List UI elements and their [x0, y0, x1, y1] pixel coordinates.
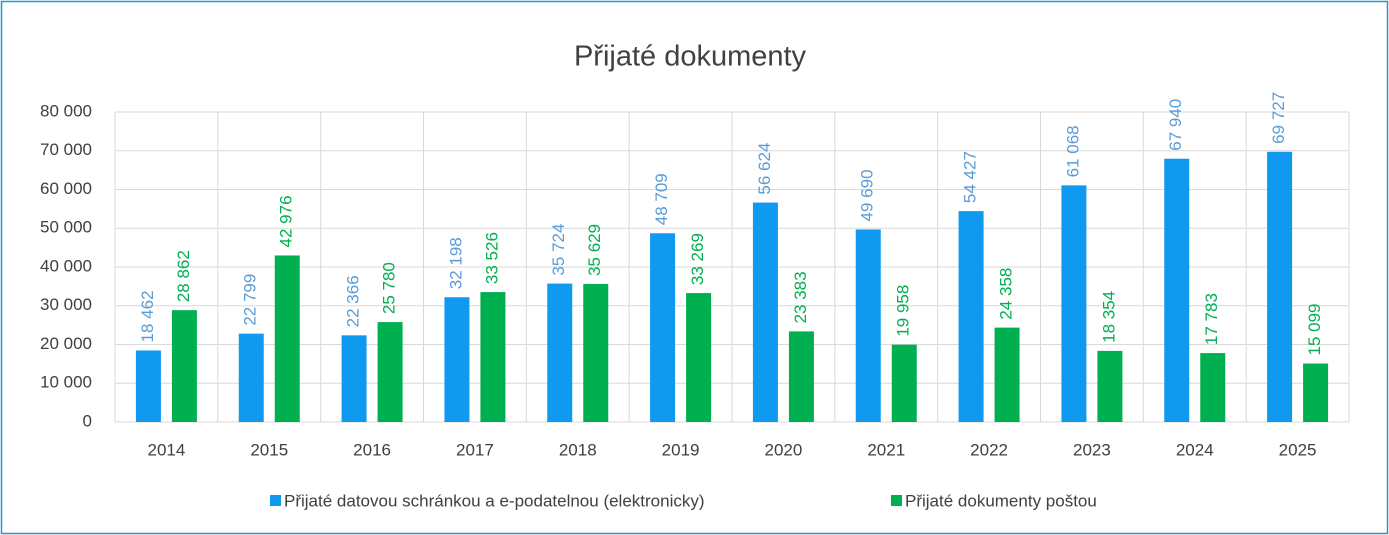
- bar: [1267, 151, 1293, 423]
- x-tick-label: 2014: [148, 440, 186, 459]
- value-label: 35 629: [585, 224, 604, 276]
- x-tick-label: 2021: [867, 440, 905, 459]
- legend-label: Přijaté dokumenty poštou: [905, 491, 1097, 510]
- value-label: 69 727: [1269, 92, 1288, 144]
- value-label: 19 958: [894, 285, 913, 337]
- value-label: 23 383: [791, 271, 810, 323]
- x-tick-label: 2024: [1176, 440, 1214, 459]
- bar: [171, 310, 197, 422]
- bar: [135, 350, 161, 422]
- x-tick-label: 2025: [1279, 440, 1317, 459]
- value-label: 28 862: [174, 250, 193, 302]
- legend-label: Přijaté datovou schránkou a e-podatelnou…: [284, 491, 705, 510]
- y-tick-label: 60 000: [40, 179, 92, 198]
- value-label: 56 624: [755, 143, 774, 195]
- bar: [752, 202, 778, 422]
- bar: [855, 229, 881, 422]
- y-tick-label: 10 000: [40, 373, 92, 392]
- value-label: 25 780: [380, 262, 399, 314]
- y-tick-label: 30 000: [40, 295, 92, 314]
- x-tick-label: 2020: [765, 440, 803, 459]
- bar: [1200, 353, 1226, 422]
- value-label: 48 709: [652, 173, 671, 225]
- value-label: 42 976: [277, 195, 296, 247]
- bar: [547, 283, 573, 422]
- value-label: 24 358: [997, 268, 1016, 320]
- legend-swatch: [891, 495, 902, 506]
- bar: [341, 335, 367, 422]
- bar: [480, 292, 506, 422]
- y-tick-label: 20 000: [40, 334, 92, 353]
- bar: [583, 283, 609, 422]
- value-label: 33 269: [688, 233, 707, 285]
- bar: [238, 333, 264, 422]
- value-label: 49 690: [858, 169, 877, 221]
- bar: [377, 322, 403, 422]
- x-tick-label: 2019: [662, 440, 700, 459]
- bar: [274, 255, 300, 422]
- value-label: 22 799: [241, 274, 260, 326]
- bar: [891, 344, 917, 422]
- value-label: 17 783: [1202, 293, 1221, 345]
- x-tick-label: 2015: [250, 440, 288, 459]
- y-tick-label: 70 000: [40, 140, 92, 159]
- bar: [686, 293, 712, 422]
- value-label: 15 099: [1305, 303, 1324, 355]
- bar: [444, 297, 470, 422]
- y-tick-label: 40 000: [40, 256, 92, 275]
- x-tick-label: 2023: [1073, 440, 1111, 459]
- bar: [788, 331, 814, 422]
- value-label: 61 068: [1063, 125, 1082, 177]
- bar: [1061, 185, 1087, 422]
- value-label: 18 462: [138, 290, 157, 342]
- y-tick-label: 0: [83, 411, 92, 430]
- bar: [1303, 363, 1329, 422]
- bar: [1097, 350, 1123, 422]
- value-label: 18 354: [1099, 291, 1118, 343]
- chart-title: Přijaté dokumenty: [574, 41, 807, 73]
- x-tick-label: 2016: [353, 440, 391, 459]
- bar: [650, 233, 676, 422]
- value-label: 35 724: [549, 224, 568, 276]
- value-label: 67 940: [1166, 99, 1185, 151]
- y-tick-label: 80 000: [40, 101, 92, 120]
- value-label: 32 198: [446, 237, 465, 289]
- x-tick-label: 2022: [970, 440, 1008, 459]
- value-label: 22 366: [344, 275, 363, 327]
- bar: [1164, 158, 1190, 423]
- x-tick-label: 2018: [559, 440, 597, 459]
- bar: [994, 327, 1020, 422]
- y-tick-label: 50 000: [40, 218, 92, 237]
- legend-swatch: [270, 495, 281, 506]
- x-tick-label: 2017: [456, 440, 494, 459]
- value-label: 54 427: [961, 151, 980, 203]
- value-label: 33 526: [482, 232, 501, 284]
- bar: [958, 211, 984, 422]
